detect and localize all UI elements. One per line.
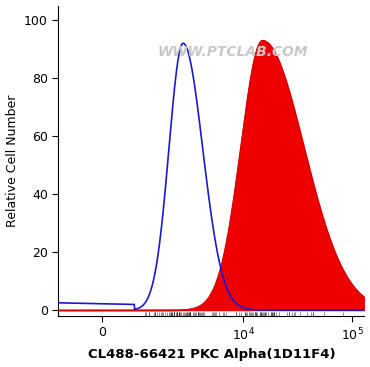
X-axis label: CL488-66421 PKC Alpha(1D11F4): CL488-66421 PKC Alpha(1D11F4) (88, 348, 335, 361)
Text: WWW.PTCLAB.COM: WWW.PTCLAB.COM (158, 45, 308, 59)
Y-axis label: Relative Cell Number: Relative Cell Number (6, 95, 18, 227)
